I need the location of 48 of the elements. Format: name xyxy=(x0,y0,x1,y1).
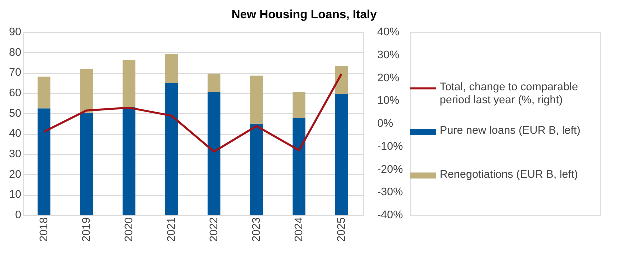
x-tick-label: 2018 xyxy=(38,218,50,242)
y-tick-label: 20 xyxy=(9,168,22,181)
bar xyxy=(335,94,348,215)
legend-label: Pure new loans (EUR B, left) xyxy=(440,125,581,138)
y-tick-label: 90 xyxy=(9,26,22,38)
bar xyxy=(292,92,306,118)
bar xyxy=(250,76,264,124)
legend-label: Total, change to comparable period last year (%, right) xyxy=(440,82,578,107)
y2-tick-label: 0% xyxy=(378,118,394,130)
bar xyxy=(38,76,51,109)
x-tick-label: 2021 xyxy=(166,218,178,242)
bar xyxy=(122,107,136,215)
bar xyxy=(335,66,348,94)
y2-tick-label: -40% xyxy=(378,210,404,222)
bar xyxy=(208,92,221,215)
chart-title: New Housing Loans, Italy xyxy=(232,8,378,22)
x-tick-label: 2024 xyxy=(293,218,306,242)
bar xyxy=(165,83,178,215)
y2-tick-label: 20% xyxy=(378,72,400,84)
y-tick-label: 10 xyxy=(9,189,22,202)
y2-tick-label: -10% xyxy=(378,140,404,153)
y-tick-label: 0 xyxy=(15,210,22,222)
bar xyxy=(165,54,178,84)
x-tick-label: 2023 xyxy=(250,218,263,242)
x-tick-label: 2025 xyxy=(336,218,348,242)
x-tick-label: 2020 xyxy=(123,218,136,242)
y-tick-label: 30 xyxy=(9,148,22,160)
bar xyxy=(292,118,306,215)
y-tick-label: 50 xyxy=(9,108,22,120)
y-tick-label: 60 xyxy=(9,88,22,100)
y-tick-label: 40 xyxy=(9,128,22,140)
bar xyxy=(38,108,51,215)
x-tick-label: 2022 xyxy=(208,218,220,242)
bar xyxy=(122,60,136,108)
y-tick-label: 80 xyxy=(9,46,22,59)
line-series xyxy=(43,73,343,153)
bar xyxy=(80,112,94,215)
bar xyxy=(80,69,94,113)
y2-tick-label: -30% xyxy=(378,186,404,199)
y2-tick-label: -20% xyxy=(378,164,404,176)
legend-label: Renegotiations (EUR B, left) xyxy=(440,168,578,181)
bar xyxy=(208,74,221,92)
y2-tick-label: 30% xyxy=(378,49,400,62)
y2-tick-label: 40% xyxy=(378,26,400,38)
bar xyxy=(250,124,264,215)
y-tick-label: 70 xyxy=(9,67,22,80)
x-tick-label: 2019 xyxy=(80,218,93,242)
y2-tick-label: 10% xyxy=(378,95,400,108)
